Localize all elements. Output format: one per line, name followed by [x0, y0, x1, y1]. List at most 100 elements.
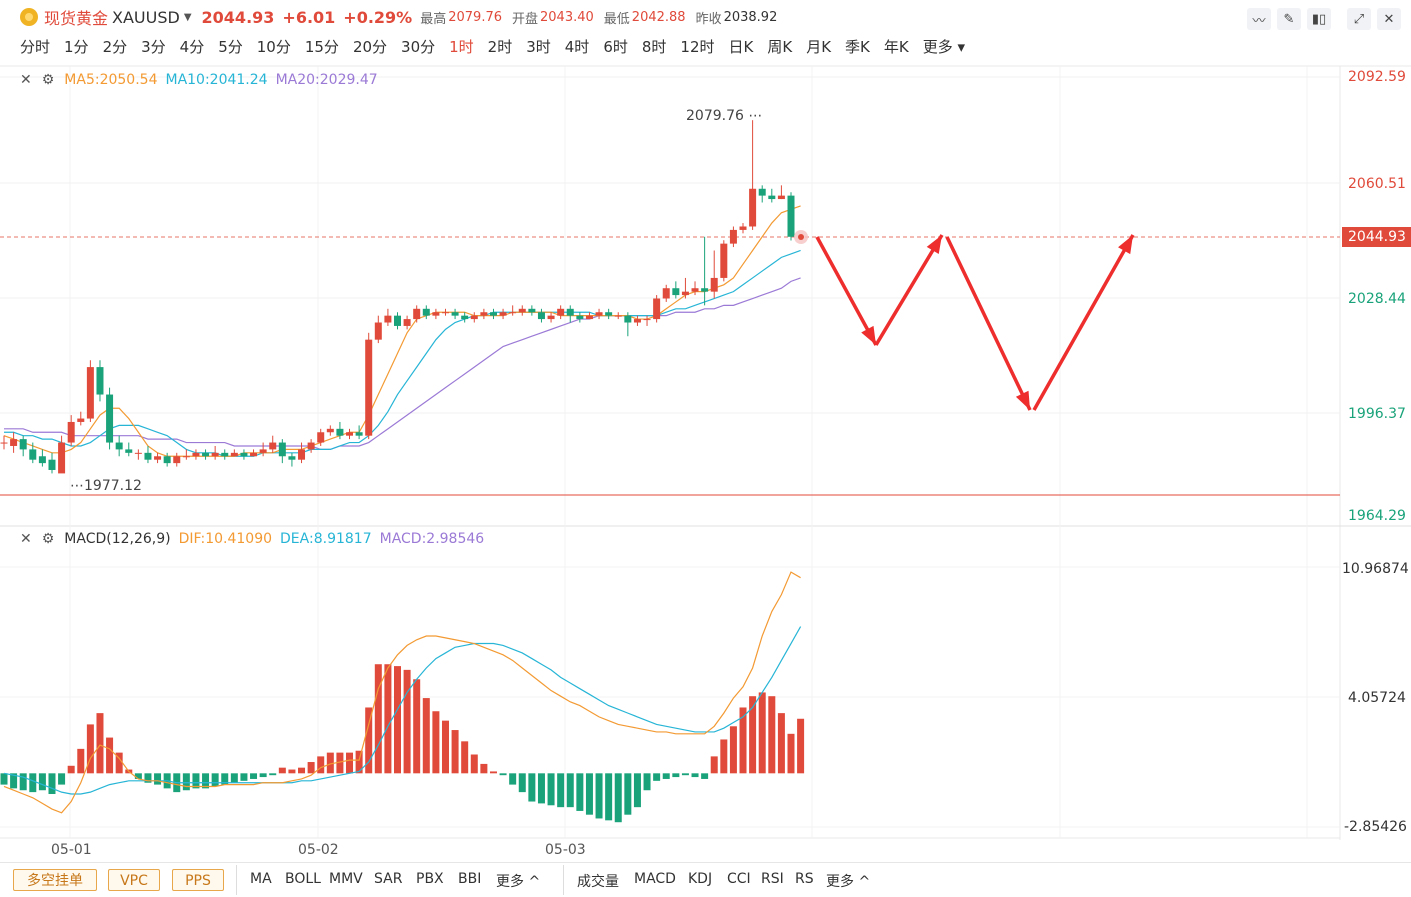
period-tabs: 分时 1分 2分 3分 4分 5分 10分 15分 20分 30分 1时 2时 3时 4时 6时 8时 12时日… [20, 36, 979, 57]
vpc-button[interactable]: VPC [108, 869, 160, 891]
period-tab[interactable]: 1时 [449, 38, 474, 56]
macd-bar [38, 773, 46, 791]
dea-line [3, 626, 802, 795]
dif-value: DIF:10.41090 [178, 531, 273, 547]
close-icon[interactable]: ✕ [1377, 8, 1401, 30]
macd-bar [154, 773, 162, 785]
macd-bar [230, 773, 238, 783]
high-marker: 2079.76 ⋯ [686, 108, 762, 124]
macd-bar [787, 733, 795, 774]
price-tick: 1964.29 [1348, 508, 1406, 524]
candle-body [355, 432, 363, 436]
close-icon[interactable]: ✕ [20, 72, 32, 88]
indicator-option[interactable]: RS [795, 871, 814, 887]
current-price-tag: 2044.93 [1342, 227, 1411, 247]
candle-body [787, 195, 795, 237]
macd-bar [691, 773, 699, 778]
long-short-orders-button[interactable]: 多空挂单 [13, 869, 97, 891]
forecast-arrowhead [1015, 390, 1030, 410]
candlestick-icon[interactable]: ▮▯ [1307, 8, 1331, 30]
period-tab[interactable]: 日K [728, 38, 754, 56]
period-tab[interactable]: 月K [806, 38, 832, 56]
chart-style-tools: 〰 ✎ ▮▯ [1241, 8, 1331, 30]
period-tab[interactable]: 10分 [256, 38, 291, 56]
price-chart[interactable]: 2079.76 ⋯ ⋯1977.12 [0, 0, 1411, 862]
macd-bar [758, 692, 766, 774]
indicator-option[interactable]: PBX [416, 871, 444, 887]
candle-body [729, 229, 737, 244]
indicator-option[interactable]: BBI [458, 871, 482, 887]
indicator-option[interactable]: 更多 ^ [826, 874, 871, 890]
period-tab[interactable]: 15分 [304, 38, 339, 56]
indicator-option[interactable]: RSI [761, 871, 784, 887]
expand-icon[interactable]: ⤢ [1347, 8, 1371, 30]
indicator-option[interactable]: CCI [727, 871, 751, 887]
indicator-option[interactable]: SAR [374, 871, 403, 887]
candle-body [422, 308, 430, 316]
macd-bar [633, 773, 641, 808]
ma20-line [4, 277, 801, 451]
macd-bar [77, 748, 85, 774]
indicator-option[interactable]: MACD [634, 871, 676, 887]
indicator-option[interactable]: 成交量 [577, 874, 619, 890]
indicator-option[interactable]: 更多 ^ [496, 874, 541, 890]
close-icon[interactable]: ✕ [20, 531, 32, 547]
period-tab[interactable]: 更多 ▾ [922, 38, 966, 56]
draw-pencil-icon[interactable]: ✎ [1277, 8, 1301, 30]
period-tab[interactable]: 2时 [487, 38, 513, 56]
period-tab[interactable]: 4时 [564, 38, 590, 56]
settings-icon[interactable]: ⚙ [41, 72, 55, 88]
period-tab[interactable]: 20分 [352, 38, 388, 56]
period-tab[interactable]: 年K [883, 38, 909, 56]
macd-bar [182, 773, 190, 791]
macd-legend: ✕ ⚙ MACD(12,26,9) DIF:10.41090 DEA:8.918… [20, 531, 484, 547]
candle-body [758, 188, 766, 196]
macd-tick: -2.85426 [1344, 819, 1407, 835]
macd-bar [777, 713, 785, 774]
period-tab[interactable]: 30分 [401, 38, 436, 56]
period-tab[interactable]: 季K [845, 38, 870, 56]
line-chart-icon[interactable]: 〰 [1247, 8, 1271, 30]
period-tab[interactable]: 3时 [526, 38, 551, 56]
candle-body [29, 449, 37, 460]
window-tools: ⤢ ✕ [1341, 8, 1401, 30]
macd-bar [355, 750, 363, 774]
candle-body [557, 308, 565, 316]
macd-bar [441, 720, 449, 774]
settings-icon[interactable]: ⚙ [41, 531, 55, 547]
candle-body [0, 442, 8, 444]
period-tab[interactable]: 6时 [603, 38, 628, 56]
macd-bar [144, 773, 152, 783]
indicator-option[interactable]: MMV [329, 871, 363, 887]
candle-body [230, 452, 238, 457]
macd-bar [422, 698, 430, 774]
period-tab[interactable]: 2分 [102, 38, 128, 56]
high-label: 最高 [420, 11, 447, 27]
period-tab[interactable]: 12时 [680, 38, 715, 56]
period-tab[interactable]: 4分 [179, 38, 205, 56]
macd-bar [29, 773, 37, 793]
macd-bar [720, 739, 728, 774]
candle-body [365, 339, 373, 436]
candle-body [710, 277, 718, 292]
candle-body [77, 418, 85, 422]
indicator-option[interactable]: KDJ [688, 871, 713, 887]
period-tab[interactable]: 周K [767, 38, 793, 56]
chevron-down-icon[interactable]: ▼ [183, 11, 192, 23]
period-tab[interactable]: 1分 [64, 38, 89, 56]
indicator-option[interactable]: MA [250, 871, 272, 887]
period-tab[interactable]: 5分 [218, 38, 243, 56]
period-tab[interactable]: 分时 [20, 38, 51, 56]
macd-bar [489, 771, 497, 774]
macd-bar [701, 773, 709, 779]
macd-bar [58, 773, 66, 785]
symbol-selector[interactable]: 现货黄金 XAUUSD ▼ 2044.93 +6.01 +0.29% 最高 20… [20, 5, 787, 29]
candle-body [566, 308, 574, 316]
macd-bar [211, 773, 219, 787]
candle-body [154, 456, 162, 460]
pps-button[interactable]: PPS [172, 869, 224, 891]
period-tab[interactable]: 3分 [141, 38, 166, 56]
candle-body [499, 312, 507, 316]
indicator-option[interactable]: BOLL [285, 871, 321, 887]
period-tab[interactable]: 8时 [641, 38, 667, 56]
